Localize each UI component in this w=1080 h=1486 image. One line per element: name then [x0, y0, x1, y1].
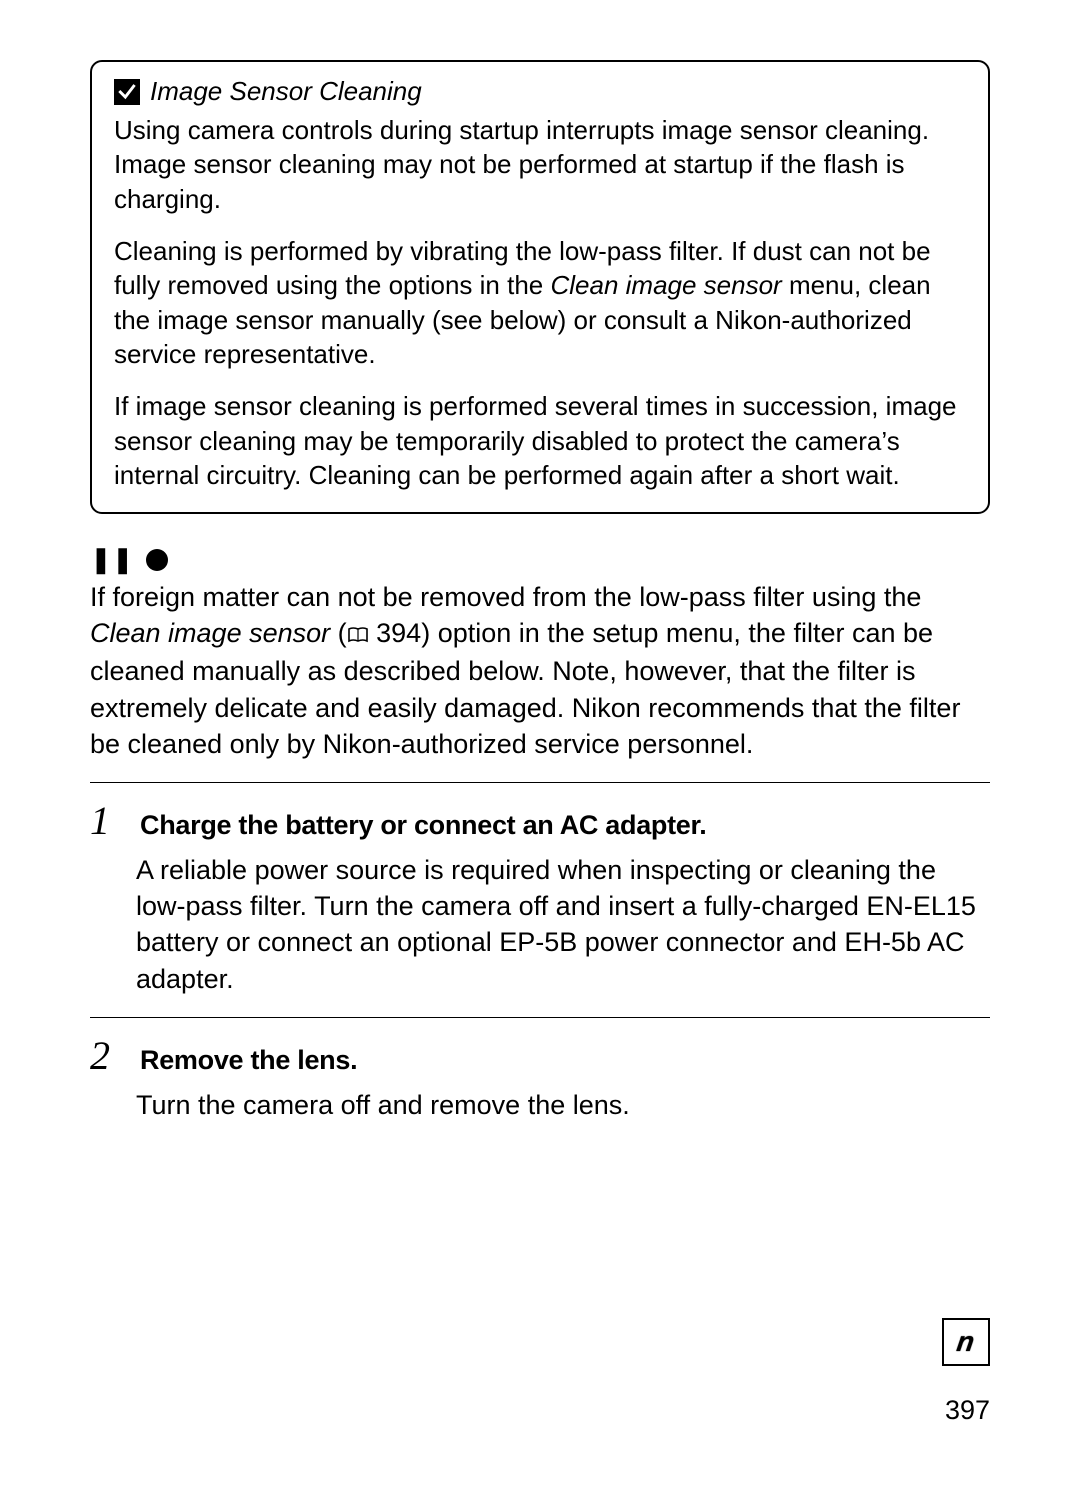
step-title: Remove the lens.: [140, 1045, 357, 1076]
info-box: Image Sensor Cleaning Using camera contr…: [90, 60, 990, 514]
info-paragraph-3: If image sensor cleaning is performed se…: [114, 389, 966, 492]
step-head: 1 Charge the battery or connect an AC ad…: [90, 797, 990, 844]
bullet-icon: [146, 549, 168, 571]
intro-text-a: If foreign matter can not be removed fro…: [90, 582, 921, 612]
section-marker-glyph: ❚❚: [90, 544, 134, 575]
step-head: 2 Remove the lens.: [90, 1032, 990, 1079]
menu-name-2: Clean image sensor: [90, 618, 330, 648]
page-ref-number: 394: [369, 618, 422, 648]
section-tab-glyph: n: [955, 1326, 977, 1358]
check-icon: [114, 79, 140, 105]
section-marker: ❚❚: [90, 544, 990, 575]
menu-name: Clean image sensor: [550, 270, 781, 300]
step-2: 2 Remove the lens. Turn the camera off a…: [90, 1017, 990, 1123]
page-ref-icon: [347, 617, 369, 653]
step-number: 2: [90, 1032, 122, 1079]
page-number: 397: [945, 1395, 990, 1426]
step-title: Charge the battery or connect an AC adap…: [140, 810, 706, 841]
info-title-row: Image Sensor Cleaning: [114, 76, 966, 107]
step-1: 1 Charge the battery or connect an AC ad…: [90, 782, 990, 997]
step-body: A reliable power source is required when…: [136, 852, 990, 997]
section-tab-icon: n: [942, 1318, 990, 1366]
intro-paragraph: If foreign matter can not be removed fro…: [90, 579, 990, 762]
info-paragraph-2: Cleaning is performed by vibrating the l…: [114, 234, 966, 371]
step-number: 1: [90, 797, 122, 844]
manual-page: Image Sensor Cleaning Using camera contr…: [0, 0, 1080, 1486]
info-paragraph-1: Using camera controls during startup int…: [114, 113, 966, 216]
info-box-title: Image Sensor Cleaning: [150, 76, 422, 107]
step-body: Turn the camera off and remove the lens.: [136, 1087, 990, 1123]
